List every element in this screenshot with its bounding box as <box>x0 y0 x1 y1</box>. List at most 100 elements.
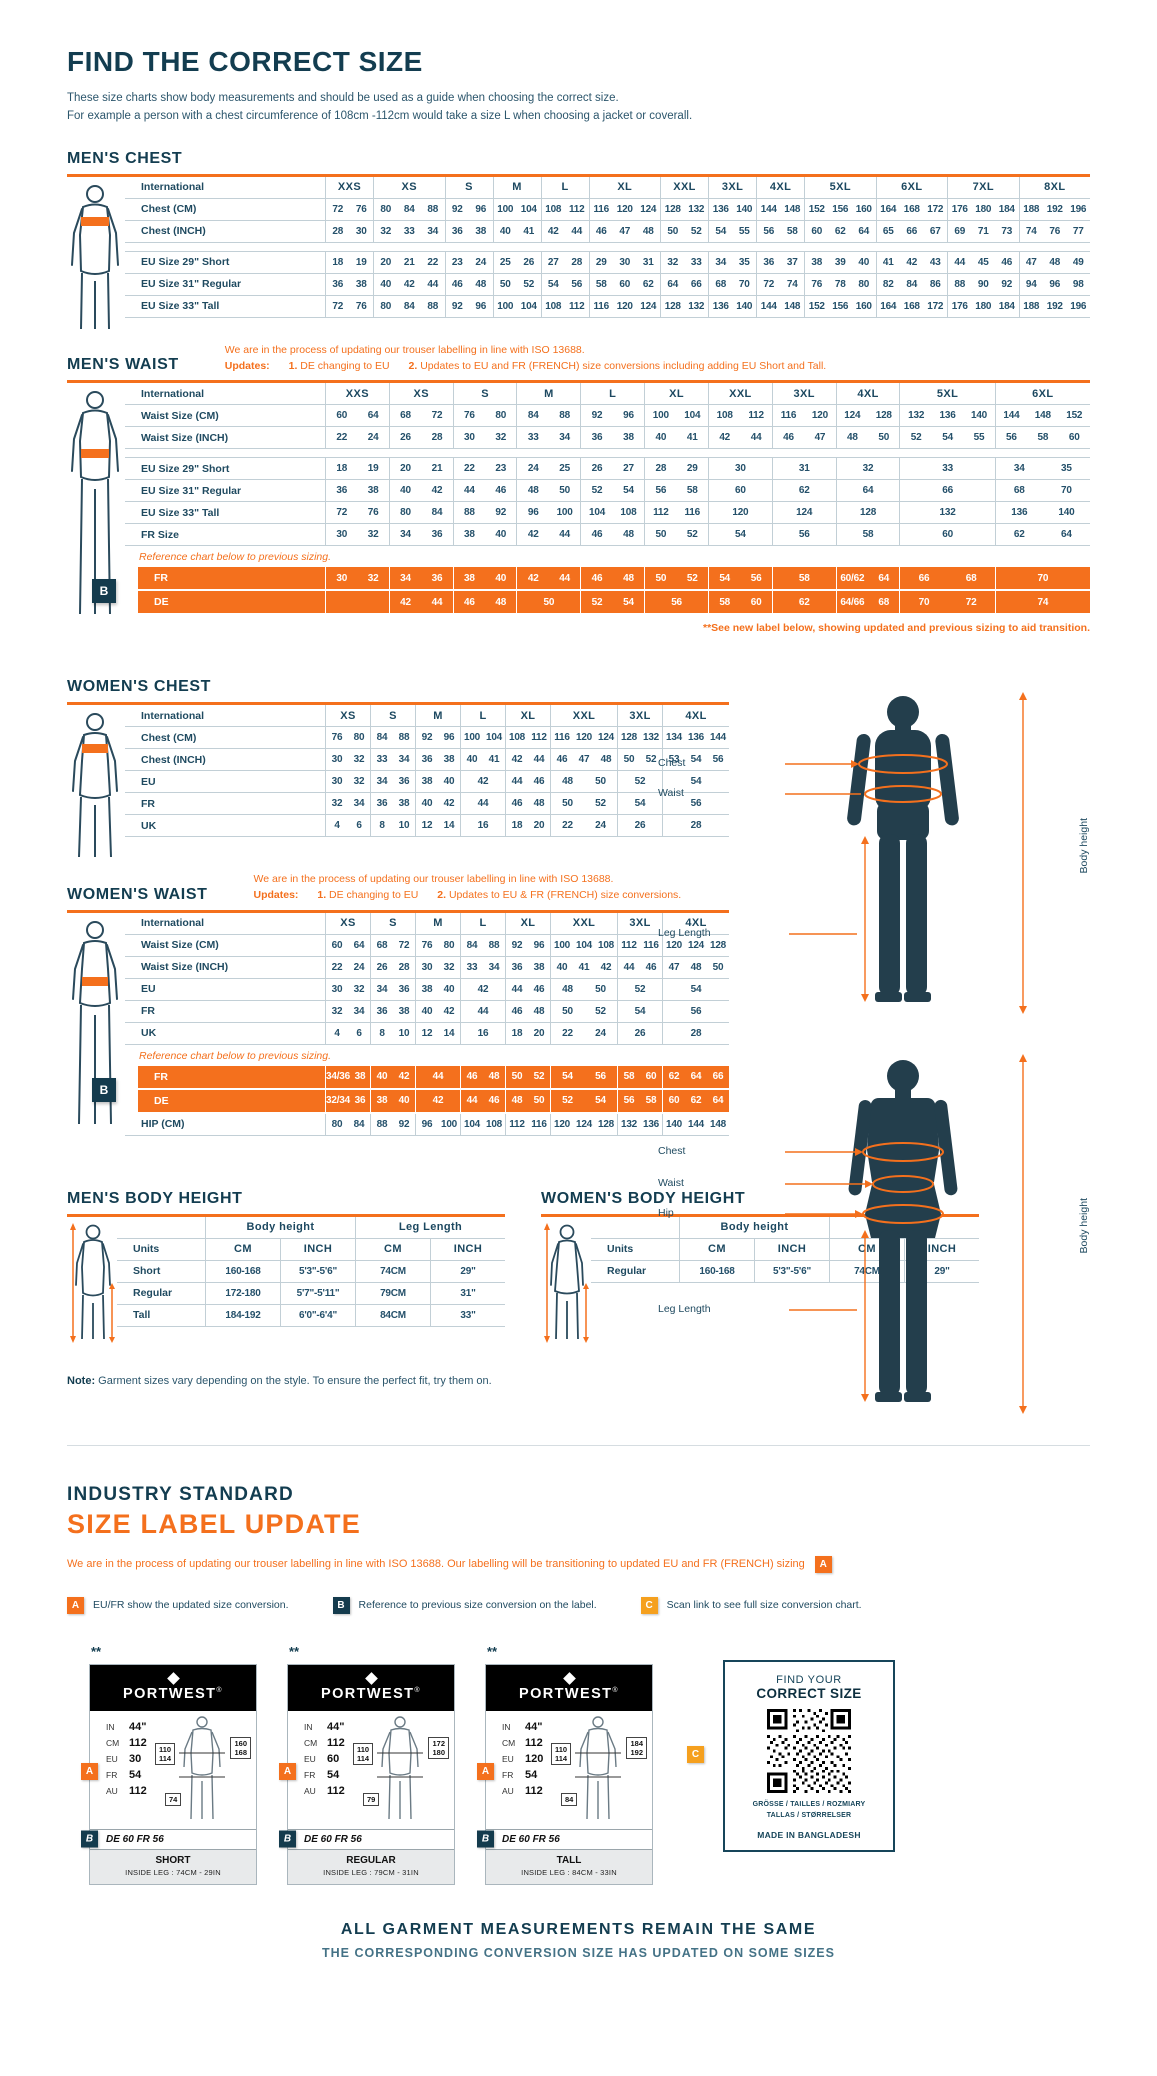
size-value: 21 <box>431 463 443 475</box>
size-value: 48 <box>690 961 702 973</box>
size-cell: CM <box>355 1238 430 1260</box>
size-value: 140 <box>665 1118 683 1130</box>
size-cell: 38 39 40 <box>804 251 876 273</box>
size-cell: 48 50 <box>505 1089 550 1112</box>
size-value: 27 <box>623 463 634 475</box>
size-value: 47 <box>668 961 680 973</box>
height-value: 168 <box>234 1747 247 1757</box>
size-value: 52 <box>645 754 657 766</box>
size-value: 172-180 <box>225 1287 261 1299</box>
size-value: 55 <box>738 225 750 237</box>
size-value: 136 <box>1011 507 1028 519</box>
size-value: 172 <box>927 300 944 312</box>
size-cell: 52 54 <box>580 591 644 614</box>
size-cell: 41 42 43 <box>875 251 948 273</box>
asterisks: ** <box>289 1643 300 1659</box>
size-cell: 64 <box>835 480 900 502</box>
size-value: 34 <box>559 432 570 444</box>
size-cell: 50 52 <box>660 220 708 242</box>
size-value: 34 <box>400 529 411 541</box>
size-value: 50 <box>533 1095 545 1107</box>
size-value: 62 <box>1013 529 1025 541</box>
size-value: 50 <box>623 754 635 766</box>
size-cell: 6'0"-6'4" <box>280 1304 355 1326</box>
size-value: 46 <box>464 596 475 608</box>
measure-value: 120 <box>525 1752 544 1765</box>
size-value: 44 <box>533 754 545 766</box>
table-row: HIP (CM) 80 84 88 92 96 100 104 108 112 116 120 124 1… <box>125 1113 729 1136</box>
size-cell: 34/36 38 <box>325 1065 370 1088</box>
size-value: 120 <box>553 1118 571 1130</box>
size-value: 44 <box>464 485 475 497</box>
size-cell: 88 90 92 <box>947 273 1019 295</box>
size-cell: 12 14 <box>415 815 460 837</box>
size-cell: 5XL <box>804 176 876 198</box>
size-cell: 44 46 <box>460 1089 505 1112</box>
size-value: 33" <box>460 1309 476 1321</box>
size-value: 48 <box>623 572 634 584</box>
size-value: 34 <box>1013 463 1025 475</box>
size-value: 35 <box>1061 463 1072 475</box>
badge-b: B <box>279 1830 296 1848</box>
size-cell: 42 44 <box>388 591 453 614</box>
size-value: 38 <box>398 798 410 810</box>
size-value: XXL <box>572 917 596 930</box>
size-cell: 136 140 <box>708 198 756 220</box>
size-cell: 100 104 108 <box>550 934 617 956</box>
size-cell: 42 44 <box>505 749 550 771</box>
size-value: 44 <box>623 961 635 973</box>
size-cell: 52 <box>617 978 662 1000</box>
size-value: 68 <box>715 278 727 290</box>
size-cell: 44 <box>460 793 505 815</box>
size-cell: 104 108 <box>460 1113 505 1135</box>
size-cell: 42 44 <box>516 524 580 546</box>
table-row: FR 34/36 38 40 42 44 46 48 50 52 54 56 58 60 62 64 66 <box>138 1065 729 1090</box>
size-cell: 44 46 <box>452 480 517 502</box>
size-cell: 100 104 <box>492 295 541 317</box>
size-value: 92 <box>451 203 463 215</box>
size-value: 148 <box>709 1118 727 1130</box>
size-value: 44 <box>431 596 443 608</box>
size-value: 92 <box>398 1118 410 1130</box>
size-value: 67 <box>929 225 941 237</box>
size-value: 46 <box>495 485 507 497</box>
size-cell: 72 76 <box>325 295 373 317</box>
size-cell: 30 32 <box>415 956 460 978</box>
size-value: 50 <box>543 596 555 608</box>
size-cell: 44 46 <box>505 771 550 793</box>
size-cell: 172-180 <box>205 1282 280 1304</box>
measure-row: FR 54 <box>502 1769 644 1781</box>
size-cell: 29" <box>430 1260 505 1282</box>
size-value: 44 <box>571 225 583 237</box>
size-cell: 36 38 <box>505 956 550 978</box>
size-cell: 40 41 42 <box>550 956 617 978</box>
size-value: 40 <box>400 485 411 497</box>
size-cell: 80 84 <box>325 1113 370 1135</box>
size-value: 42 <box>477 776 489 788</box>
size-value: 32 <box>443 961 455 973</box>
womens-chest-table-wrap: International XS S M L XL XXL 3XL 4XL Chest (CM) 7… <box>67 702 729 858</box>
size-value: 50 <box>655 572 667 584</box>
size-value: 58 <box>786 225 798 237</box>
size-cell: 112 116 <box>617 934 662 956</box>
waist-label: Waist <box>658 787 684 799</box>
size-value: 19 <box>367 463 379 475</box>
size-cell: 112 116 <box>644 502 708 524</box>
size-cell: 30 32 <box>325 771 370 793</box>
size-value: 42 <box>398 1071 410 1083</box>
size-value: 50 <box>667 225 679 237</box>
page-title: FIND THE CORRECT SIZE <box>67 46 423 77</box>
size-cell: 7XL <box>947 176 1019 198</box>
size-value: 36 <box>451 225 463 237</box>
size-cell: 128 132 <box>660 295 708 317</box>
size-value: 6 <box>356 820 362 832</box>
size-value: 48 <box>488 1071 500 1083</box>
size-cell: 30 32 <box>452 427 517 449</box>
size-cell: 3XL <box>771 383 836 405</box>
size-value: 144 <box>1003 410 1020 422</box>
size-value: 132 <box>939 507 956 519</box>
row-label: DE <box>154 596 169 609</box>
size-cell: 60 64 <box>325 405 389 427</box>
portwest-diamond-icon <box>562 1671 576 1685</box>
size-value: 48 <box>600 754 612 766</box>
